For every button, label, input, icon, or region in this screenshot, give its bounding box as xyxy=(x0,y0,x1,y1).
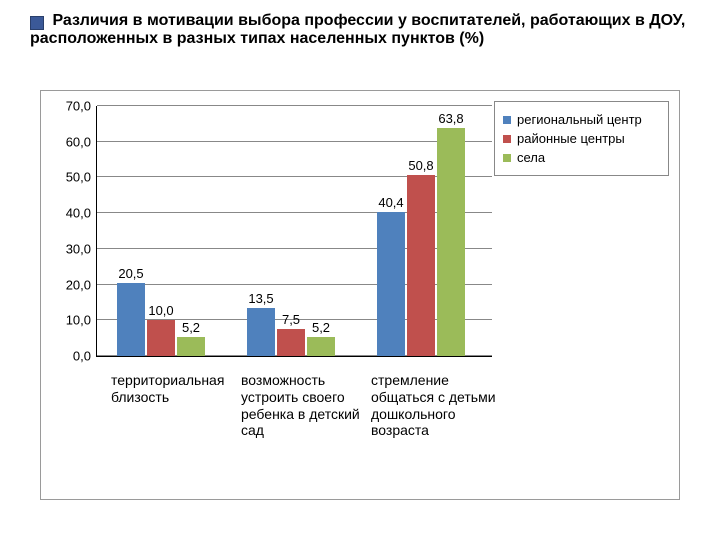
legend-swatch-icon xyxy=(503,116,511,124)
gridline xyxy=(97,105,492,106)
bar-value-label: 40,4 xyxy=(378,195,403,210)
bar-value-label: 7,5 xyxy=(282,312,300,327)
ytick-label: 10,0 xyxy=(66,313,91,328)
category-label: территориальная близость xyxy=(111,372,241,406)
bar: 5,2 xyxy=(177,337,205,356)
page-title: Различия в мотивации выбора профессии у … xyxy=(30,12,685,47)
ytick-label: 60,0 xyxy=(66,134,91,149)
ytick-label: 20,0 xyxy=(66,277,91,292)
legend: региональный центр районные центры села xyxy=(494,101,669,176)
bar: 5,2 xyxy=(307,337,335,356)
legend-label: региональный центр xyxy=(517,112,642,127)
legend-item: районные центры xyxy=(503,131,660,146)
ytick-label: 0,0 xyxy=(73,349,91,364)
bar-value-label: 63,8 xyxy=(438,111,463,126)
bar-group: 40,450,863,8 xyxy=(377,128,465,356)
ytick-label: 70,0 xyxy=(66,99,91,114)
legend-swatch-icon xyxy=(503,135,511,143)
title-bullet-icon xyxy=(30,16,44,30)
ytick-label: 30,0 xyxy=(66,241,91,256)
bar-value-label: 13,5 xyxy=(248,291,273,306)
bar-value-label: 5,2 xyxy=(312,320,330,335)
bar: 50,8 xyxy=(407,175,435,356)
chart-container: 0,010,020,030,040,050,060,070,020,510,05… xyxy=(40,90,680,500)
bar-value-label: 50,8 xyxy=(408,158,433,173)
category-label: возможность устроить своего ребенка в де… xyxy=(241,372,371,439)
plot-area: 0,010,020,030,040,050,060,070,020,510,05… xyxy=(96,106,492,357)
ytick-label: 40,0 xyxy=(66,206,91,221)
legend-swatch-icon xyxy=(503,154,511,162)
legend-label: районные центры xyxy=(517,131,625,146)
legend-item: села xyxy=(503,150,660,165)
bar-value-label: 5,2 xyxy=(182,320,200,335)
slide: Различия в мотивации выбора профессии у … xyxy=(0,0,720,540)
bar-value-label: 20,5 xyxy=(118,266,143,281)
bar: 40,4 xyxy=(377,212,405,356)
bar-group: 20,510,05,2 xyxy=(117,283,205,356)
legend-label: села xyxy=(517,150,545,165)
ytick-label: 50,0 xyxy=(66,170,91,185)
bar-group: 13,57,55,2 xyxy=(247,308,335,356)
category-label: стремление общаться с детьми дошкольного… xyxy=(371,372,501,439)
legend-item: региональный центр xyxy=(503,112,660,127)
bar: 63,8 xyxy=(437,128,465,356)
title-area: Различия в мотивации выбора профессии у … xyxy=(30,12,690,48)
bar: 13,5 xyxy=(247,308,275,356)
bar: 20,5 xyxy=(117,283,145,356)
bar: 7,5 xyxy=(277,329,305,356)
bar-value-label: 10,0 xyxy=(148,303,173,318)
bar: 10,0 xyxy=(147,320,175,356)
